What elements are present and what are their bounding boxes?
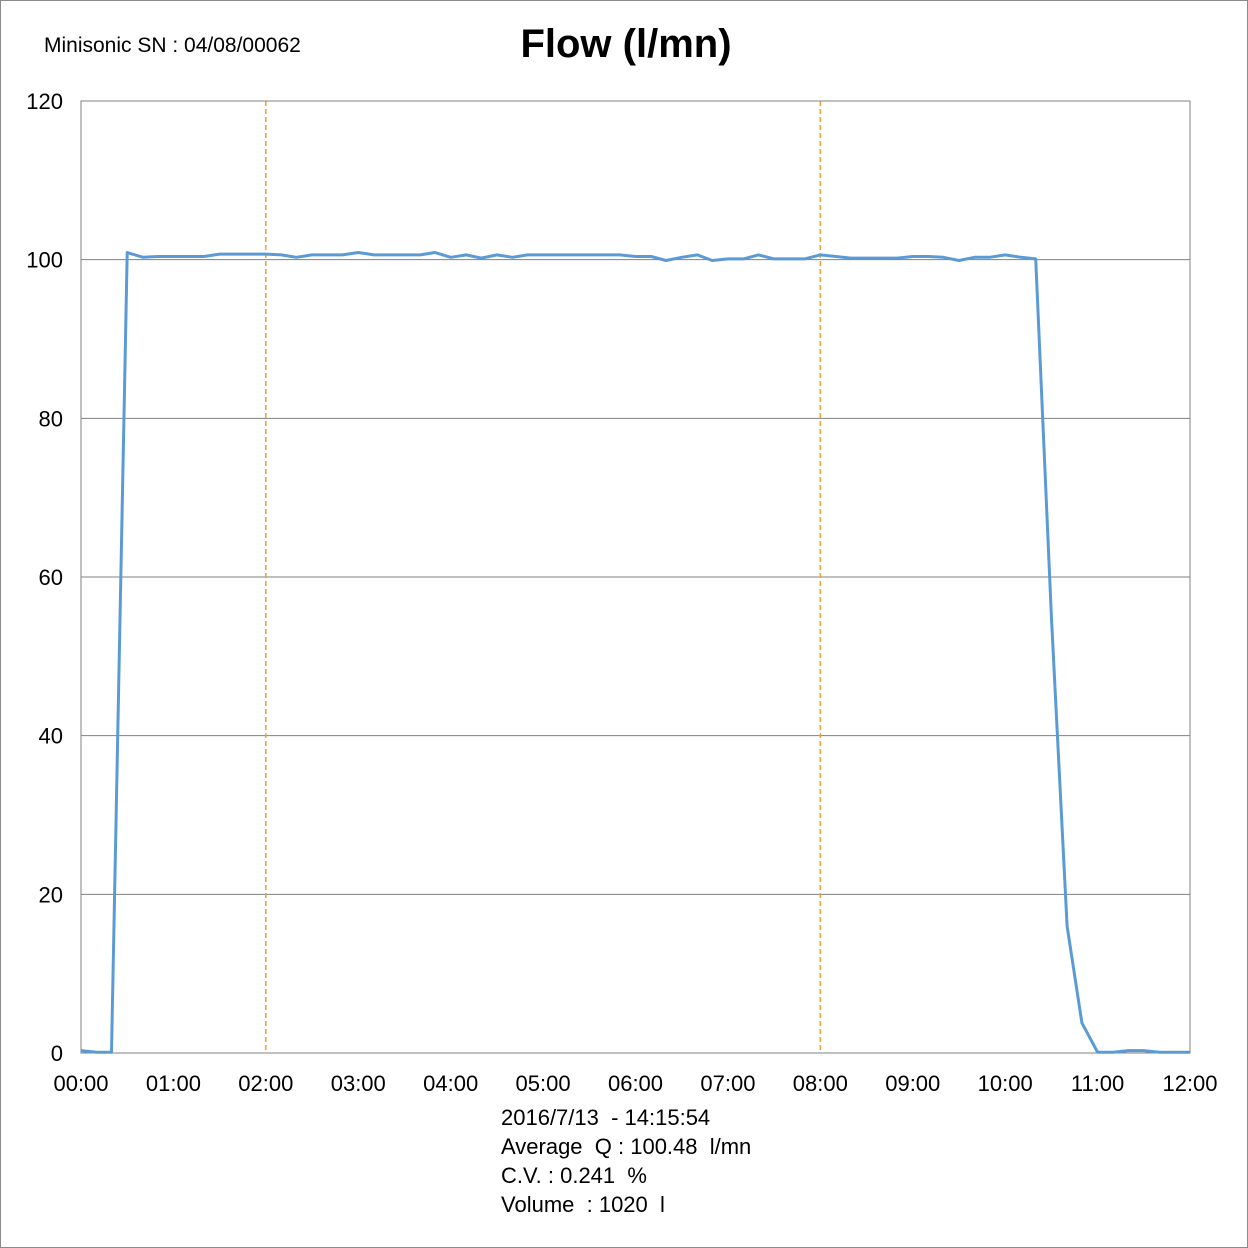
x-tick-label: 09:00 [885,1071,940,1096]
average-flow-text: Average Q : 100.48 l/mn [501,1134,752,1159]
timestamp-text: 2016/7/13 - 14:15:54 [501,1105,711,1130]
x-tick-label: 08:00 [793,1071,848,1096]
x-tick-label: 00:00 [53,1071,108,1096]
x-tick-label: 10:00 [978,1071,1033,1096]
x-tick-label: 02:00 [238,1071,293,1096]
y-tick-labels: 0 20 40 60 80 100 120 [26,89,63,1066]
y-tick-label: 100 [26,248,63,273]
chart-title: Flow (l/mn) [520,22,732,66]
x-tick-label: 11:00 [1071,1071,1124,1096]
grid-layer [81,100,1190,1054]
x-tick-label: 05:00 [516,1071,571,1096]
y-tick-label: 40 [39,724,63,749]
volume-text: Volume : 1020 l [501,1192,665,1217]
y-tick-label: 20 [39,882,63,907]
y-tick-label: 120 [26,89,63,114]
x-tick-labels: 00:00 01:00 02:00 03:00 04:00 05:00 06:00 07:00… [53,1071,1217,1096]
x-tick-label: 01:00 [146,1071,201,1096]
x-tick-label: 07:00 [700,1071,755,1096]
plot-border [80,100,1191,1054]
x-tick-label: 04:00 [423,1071,478,1096]
marker-layer [265,101,822,1053]
y-tick-label: 80 [39,406,63,431]
y-tick-label: 0 [51,1041,63,1066]
x-tick-label: 06:00 [608,1071,663,1096]
series-layer [80,251,1190,1054]
cv-text: C.V. : 0.241 % [501,1163,647,1188]
flow-series-line [80,251,1190,1054]
summary-block: 2016/7/13 - 14:15:54 Average Q : 100.48 … [501,1103,751,1219]
x-tick-label: 03:00 [331,1071,386,1096]
serial-number: Minisonic SN : 04/08/00062 [44,34,301,57]
x-tick-label: 12:00 [1162,1071,1217,1096]
y-tick-label: 60 [39,565,63,590]
